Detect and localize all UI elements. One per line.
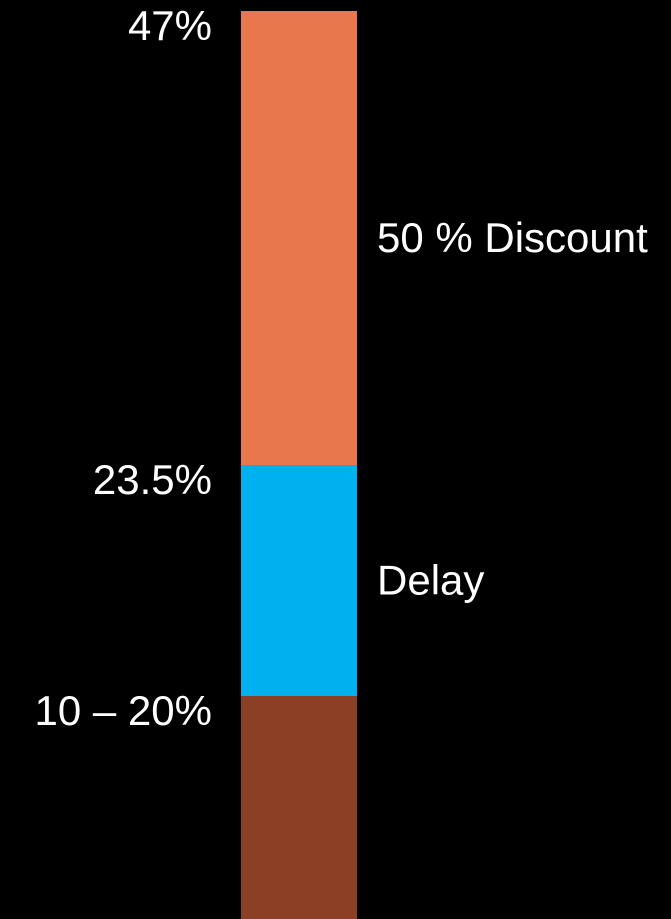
boundary-label-middle: 23.5% (93, 456, 212, 503)
segment-base (241, 696, 357, 919)
segment-label-discount: 50 % Discount (377, 214, 648, 261)
segment-discount (241, 11, 357, 465)
segment-label-delay: Delay (377, 557, 484, 604)
boundary-label-lower: 10 – 20% (35, 687, 212, 734)
chart-labels: 50 % Discount Delay 47% 23.5% 10 – 20% (35, 2, 649, 734)
bar-segments (241, 11, 357, 919)
boundary-label-top: 47% (128, 2, 212, 49)
segment-delay (241, 465, 357, 696)
